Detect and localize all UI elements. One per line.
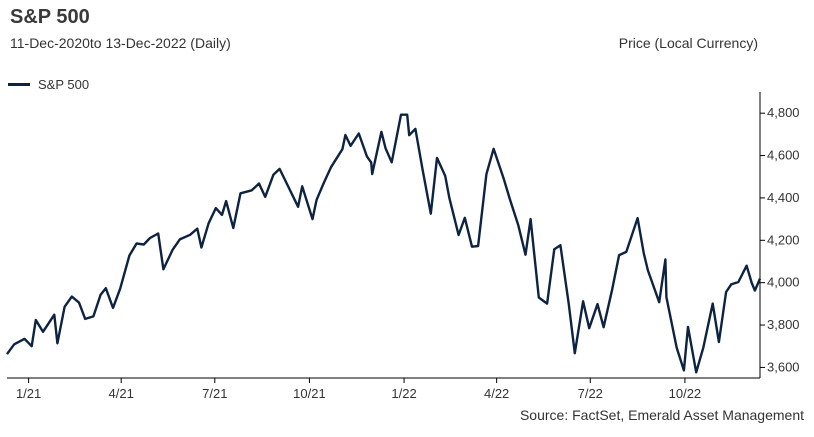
x-tick-label: 7/21 xyxy=(202,386,227,401)
y-tick-label: 4,800 xyxy=(767,105,800,120)
series-line xyxy=(6,113,762,374)
x-tick-label: 10/22 xyxy=(669,386,702,401)
source-note: Source: FactSet, Emerald Asset Managemen… xyxy=(519,407,804,423)
y-tick-label: 4,200 xyxy=(767,232,800,247)
y-tick-label: 4,400 xyxy=(767,190,800,205)
chart-title: S&P 500 xyxy=(10,6,90,28)
x-tick-label: 4/22 xyxy=(484,386,509,401)
y-tick-label: 4,600 xyxy=(767,148,800,163)
x-tick-label: 10/21 xyxy=(293,386,326,401)
legend-label: S&P 500 xyxy=(38,77,90,92)
x-tick-label: 1/22 xyxy=(391,386,416,401)
x-tick-label: 1/21 xyxy=(16,386,41,401)
chart-subtitle: 11-Dec-2020to 13-Dec-2022 (Daily) xyxy=(10,35,231,51)
x-tick-label: 4/21 xyxy=(109,386,134,401)
legend: S&P 500 xyxy=(8,77,89,92)
y-tick-label: 3,600 xyxy=(767,359,800,374)
x-tick-label: 7/22 xyxy=(578,386,603,401)
y-tick-label: 3,800 xyxy=(767,317,800,332)
y-tick-label: 4,000 xyxy=(767,275,800,290)
y-axis-label: Price (Local Currency) xyxy=(618,35,758,51)
legend-swatch xyxy=(8,83,30,86)
